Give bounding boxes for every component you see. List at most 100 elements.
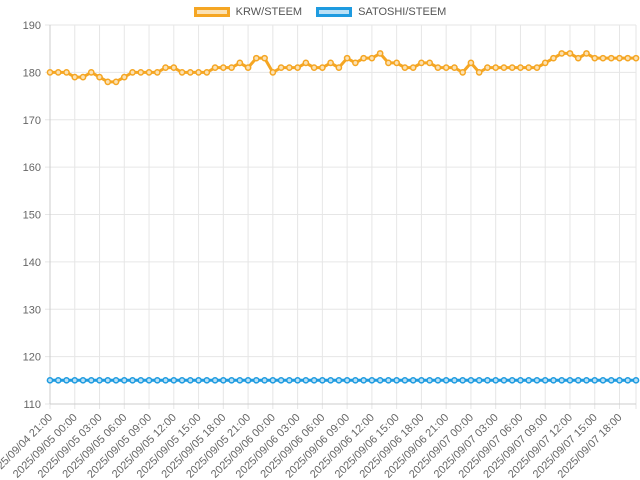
data-point-krw-steem[interactable]: [153, 69, 161, 76]
data-point-krw-steem[interactable]: [517, 64, 524, 71]
data-point-krw-steem[interactable]: [120, 73, 128, 81]
data-point-krw-steem[interactable]: [451, 64, 458, 71]
data-point-krw-steem[interactable]: [632, 54, 640, 62]
data-point-krw-steem[interactable]: [376, 50, 384, 57]
data-point-krw-steem[interactable]: [343, 54, 351, 62]
data-point-krw-steem[interactable]: [63, 69, 70, 76]
data-point-krw-steem[interactable]: [112, 78, 120, 86]
data-point-satoshi-steem[interactable]: [343, 376, 351, 384]
data-point-krw-steem[interactable]: [583, 50, 590, 57]
data-point-satoshi-steem[interactable]: [153, 376, 161, 384]
data-point-satoshi-steem[interactable]: [550, 376, 557, 384]
data-point-satoshi-steem[interactable]: [96, 376, 103, 384]
data-point-krw-steem[interactable]: [145, 69, 153, 76]
data-point-krw-steem[interactable]: [310, 64, 318, 71]
data-point-satoshi-steem[interactable]: [63, 376, 70, 384]
data-point-satoshi-steem[interactable]: [195, 376, 202, 384]
data-point-satoshi-steem[interactable]: [533, 376, 541, 384]
data-point-satoshi-steem[interactable]: [401, 376, 409, 384]
data-point-krw-steem[interactable]: [286, 64, 293, 71]
data-point-satoshi-steem[interactable]: [252, 376, 260, 384]
data-point-satoshi-steem[interactable]: [434, 376, 442, 384]
data-point-satoshi-steem[interactable]: [236, 376, 244, 384]
data-point-satoshi-steem[interactable]: [211, 376, 219, 384]
data-point-satoshi-steem[interactable]: [624, 376, 632, 384]
data-point-krw-steem[interactable]: [418, 59, 425, 67]
data-point-satoshi-steem[interactable]: [525, 376, 533, 384]
data-point-satoshi-steem[interactable]: [310, 376, 318, 384]
data-point-krw-steem[interactable]: [409, 64, 417, 71]
data-point-krw-steem[interactable]: [54, 69, 62, 76]
data-point-krw-steem[interactable]: [541, 59, 549, 67]
data-point-krw-steem[interactable]: [459, 69, 467, 76]
data-point-satoshi-steem[interactable]: [508, 376, 516, 384]
data-point-krw-steem[interactable]: [352, 59, 359, 67]
data-point-krw-steem[interactable]: [269, 69, 277, 76]
data-point-satoshi-steem[interactable]: [558, 376, 566, 384]
data-point-satoshi-steem[interactable]: [607, 376, 615, 384]
data-point-satoshi-steem[interactable]: [632, 376, 640, 384]
data-point-satoshi-steem[interactable]: [178, 376, 186, 384]
data-point-krw-steem[interactable]: [442, 64, 450, 71]
data-point-krw-steem[interactable]: [566, 50, 574, 57]
data-point-krw-steem[interactable]: [71, 73, 79, 81]
data-point-krw-steem[interactable]: [484, 64, 491, 71]
data-point-krw-steem[interactable]: [170, 64, 178, 71]
data-point-krw-steem[interactable]: [203, 69, 211, 76]
data-point-satoshi-steem[interactable]: [459, 376, 467, 384]
data-point-satoshi-steem[interactable]: [294, 376, 301, 384]
data-point-satoshi-steem[interactable]: [54, 376, 62, 384]
data-point-krw-steem[interactable]: [244, 64, 252, 71]
data-point-satoshi-steem[interactable]: [335, 376, 343, 384]
data-point-krw-steem[interactable]: [624, 54, 632, 62]
data-point-satoshi-steem[interactable]: [219, 376, 227, 384]
data-point-satoshi-steem[interactable]: [409, 376, 417, 384]
data-point-krw-steem[interactable]: [252, 54, 260, 62]
data-point-krw-steem[interactable]: [467, 59, 475, 67]
data-point-krw-steem[interactable]: [385, 59, 392, 67]
data-point-krw-steem[interactable]: [236, 59, 244, 67]
data-point-krw-steem[interactable]: [500, 64, 508, 71]
data-point-krw-steem[interactable]: [393, 59, 400, 67]
data-point-krw-steem[interactable]: [219, 64, 227, 71]
data-point-satoshi-steem[interactable]: [517, 376, 524, 384]
data-point-satoshi-steem[interactable]: [599, 376, 607, 384]
data-point-krw-steem[interactable]: [607, 54, 615, 62]
data-point-satoshi-steem[interactable]: [162, 376, 169, 384]
data-point-satoshi-steem[interactable]: [492, 376, 500, 384]
data-point-satoshi-steem[interactable]: [319, 376, 326, 384]
data-point-satoshi-steem[interactable]: [385, 376, 392, 384]
data-point-krw-steem[interactable]: [195, 69, 202, 76]
data-point-satoshi-steem[interactable]: [484, 376, 491, 384]
data-point-krw-steem[interactable]: [434, 64, 442, 71]
data-point-satoshi-steem[interactable]: [418, 376, 425, 384]
data-point-krw-steem[interactable]: [327, 59, 334, 67]
data-point-krw-steem[interactable]: [508, 64, 516, 71]
legend-item-krw-steem[interactable]: KRW/STEEM: [193, 4, 302, 20]
data-point-satoshi-steem[interactable]: [203, 376, 211, 384]
data-point-krw-steem[interactable]: [277, 64, 285, 71]
data-point-krw-steem[interactable]: [302, 59, 310, 67]
data-point-satoshi-steem[interactable]: [376, 376, 384, 384]
data-point-satoshi-steem[interactable]: [574, 376, 582, 384]
data-point-satoshi-steem[interactable]: [261, 376, 268, 384]
data-point-satoshi-steem[interactable]: [368, 376, 376, 384]
data-point-satoshi-steem[interactable]: [186, 376, 194, 384]
data-point-satoshi-steem[interactable]: [129, 376, 136, 384]
data-point-krw-steem[interactable]: [178, 69, 186, 76]
data-point-krw-steem[interactable]: [129, 69, 136, 76]
data-point-krw-steem[interactable]: [104, 78, 112, 86]
data-point-krw-steem[interactable]: [401, 64, 409, 71]
data-point-satoshi-steem[interactable]: [79, 376, 87, 384]
data-point-satoshi-steem[interactable]: [467, 376, 475, 384]
data-point-krw-steem[interactable]: [137, 69, 145, 76]
data-point-satoshi-steem[interactable]: [244, 376, 252, 384]
data-point-krw-steem[interactable]: [162, 64, 169, 71]
data-point-krw-steem[interactable]: [228, 64, 235, 71]
data-point-satoshi-steem[interactable]: [426, 376, 434, 384]
data-point-krw-steem[interactable]: [550, 54, 557, 62]
data-point-satoshi-steem[interactable]: [591, 376, 599, 384]
data-point-krw-steem[interactable]: [591, 54, 599, 62]
data-point-satoshi-steem[interactable]: [170, 376, 178, 384]
data-point-krw-steem[interactable]: [335, 64, 343, 71]
